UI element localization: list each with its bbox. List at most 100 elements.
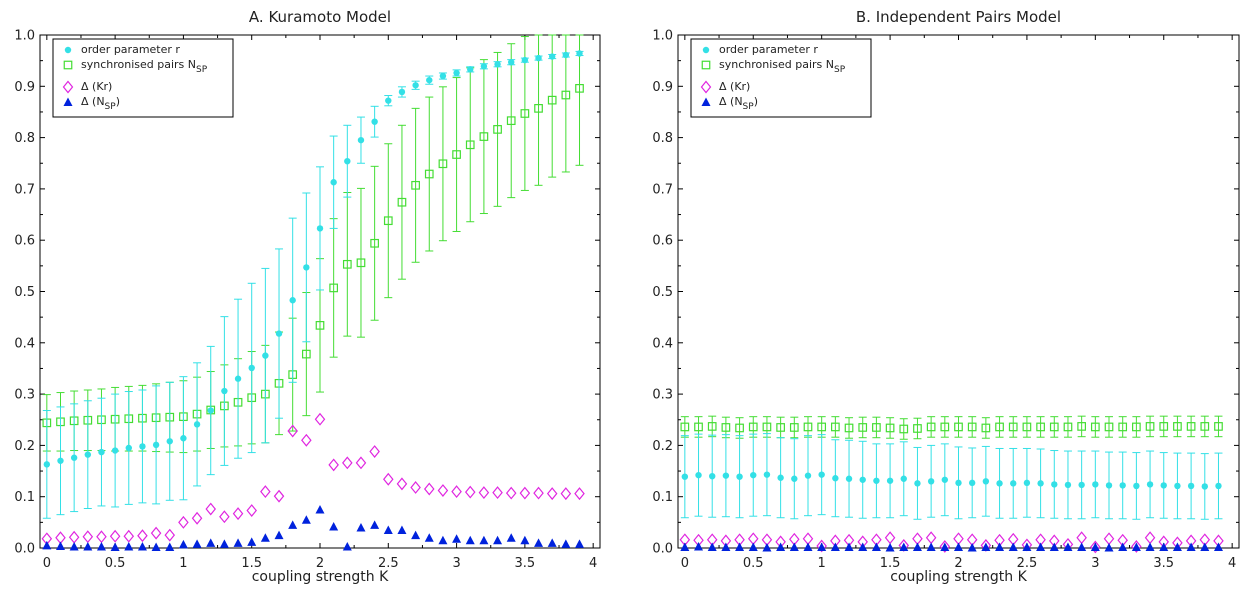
delta-nsp-point (1145, 542, 1155, 551)
delta-nsp-point (137, 541, 147, 551)
delta-nsp-point (1022, 542, 1032, 551)
synchronised-pairs-point (995, 422, 1004, 432)
order-parameter-point (43, 461, 51, 468)
order-parameter-point (927, 478, 935, 485)
synchronised-pairs-point (1159, 422, 1169, 431)
synchronised-pairs-point (383, 216, 393, 226)
y-tick-label: 0.0 (652, 542, 673, 557)
delta-nsp-point (397, 525, 407, 535)
delta-kr-point (492, 486, 503, 500)
legend-label-text: synchronised pairs N (81, 58, 196, 71)
legend-entry: synchronised pairs NSP (701, 58, 846, 75)
x-axis-label: coupling strength K (890, 569, 1027, 585)
delta-kr-point (816, 539, 827, 553)
delta-nsp-point (817, 542, 827, 551)
delta-nsp-point (1104, 542, 1114, 552)
y-tick-label: 0.3 (652, 388, 673, 403)
delta-nsp-point (789, 542, 799, 551)
order-parameter-point (1133, 482, 1140, 490)
legend-label-suffix: ) (116, 95, 120, 108)
delta-nsp-point (219, 539, 229, 548)
order-parameter-point (722, 472, 730, 479)
legend-label-text: order parameter r (719, 43, 818, 56)
delta-nsp-point (748, 542, 758, 551)
synchronised-pairs-point (397, 197, 407, 207)
series-1 (680, 415, 1223, 440)
delta-kr-point (1144, 531, 1156, 545)
delta-nsp-point (926, 542, 936, 551)
order-parameter-point (791, 475, 798, 482)
y-tick-label: 0.8 (652, 131, 673, 146)
synchronised-pairs-point (1049, 422, 1059, 432)
x-tick-label: 4 (589, 556, 597, 571)
delta-nsp-point (575, 539, 585, 548)
legend-label: order parameter r (81, 43, 180, 56)
synchronised-pairs-point (411, 180, 420, 190)
delta-nsp-point (342, 541, 352, 551)
delta-nsp-point (885, 542, 895, 552)
x-tick-label: 0 (681, 556, 689, 571)
synchronised-pairs-point (438, 159, 448, 169)
order-parameter-point (57, 457, 64, 464)
delta-nsp-point (707, 542, 717, 551)
order-parameter-point (248, 364, 255, 372)
legend-entry: order parameter r (702, 43, 818, 56)
order-parameter-point (535, 54, 542, 62)
synchronised-pairs-point (789, 423, 799, 432)
legend-label-text: Δ (N (719, 95, 743, 108)
synchronised-pairs-point (981, 423, 991, 433)
order-parameter-point (859, 476, 866, 483)
delta-nsp-point (776, 542, 786, 551)
delta-kr-point (191, 511, 203, 525)
synchronised-pairs-point (452, 150, 461, 159)
y-tick-label: 0.0 (14, 542, 35, 557)
synchronised-pairs-point (721, 423, 731, 432)
order-parameter-point (914, 480, 921, 487)
legend-label-text: Δ (Kr) (719, 80, 750, 93)
legend-marker (701, 60, 711, 70)
synchronised-pairs-point (1077, 422, 1086, 431)
series-2 (679, 531, 1224, 554)
delta-nsp-point (1063, 542, 1073, 551)
delta-kr-point (314, 412, 326, 426)
legend-marker (700, 80, 712, 94)
synchronised-pairs-point (954, 422, 963, 432)
synchronised-pairs-point (735, 423, 744, 433)
synchronised-pairs-point (803, 422, 813, 432)
delta-nsp-point (479, 535, 489, 545)
y-tick-label: 0.5 (14, 285, 35, 300)
delta-nsp-point (1049, 542, 1059, 551)
legend-label-text: synchronised pairs N (719, 58, 834, 71)
legend-label-suffix: ) (754, 95, 758, 108)
order-parameter-point (275, 330, 283, 337)
order-parameter-point (968, 479, 976, 487)
delta-nsp-point (315, 505, 325, 514)
delta-kr-point (260, 485, 271, 499)
delta-nsp-point (1090, 542, 1100, 551)
delta-nsp-point (520, 535, 530, 545)
synchronised-pairs-point (776, 423, 785, 432)
delta-nsp-point (561, 539, 571, 548)
synchronised-pairs-point (329, 283, 339, 293)
delta-nsp-point (206, 538, 216, 547)
delta-kr-point (574, 487, 585, 501)
delta-nsp-point (1172, 542, 1182, 551)
order-parameter-point (111, 447, 119, 454)
order-parameter-point (750, 471, 757, 479)
synchronised-pairs-point (899, 424, 909, 434)
y-tick-label: 0.9 (652, 80, 673, 95)
delta-nsp-point (967, 542, 977, 552)
order-parameter-point (1160, 482, 1167, 489)
order-parameter-point (344, 157, 351, 165)
legend-marker (63, 60, 73, 70)
order-parameter-point (412, 82, 419, 89)
legend-label: Δ (Kr) (81, 80, 112, 93)
delta-kr-point (246, 504, 257, 517)
order-parameter-point (180, 435, 187, 442)
synchronised-pairs-point (1090, 422, 1100, 432)
x-tick-label: 3 (452, 556, 460, 571)
order-parameter-point (521, 56, 529, 64)
x-tick-label: 1.5 (241, 556, 262, 571)
delta-kr-point (232, 507, 244, 521)
order-parameter-point (1174, 482, 1181, 490)
